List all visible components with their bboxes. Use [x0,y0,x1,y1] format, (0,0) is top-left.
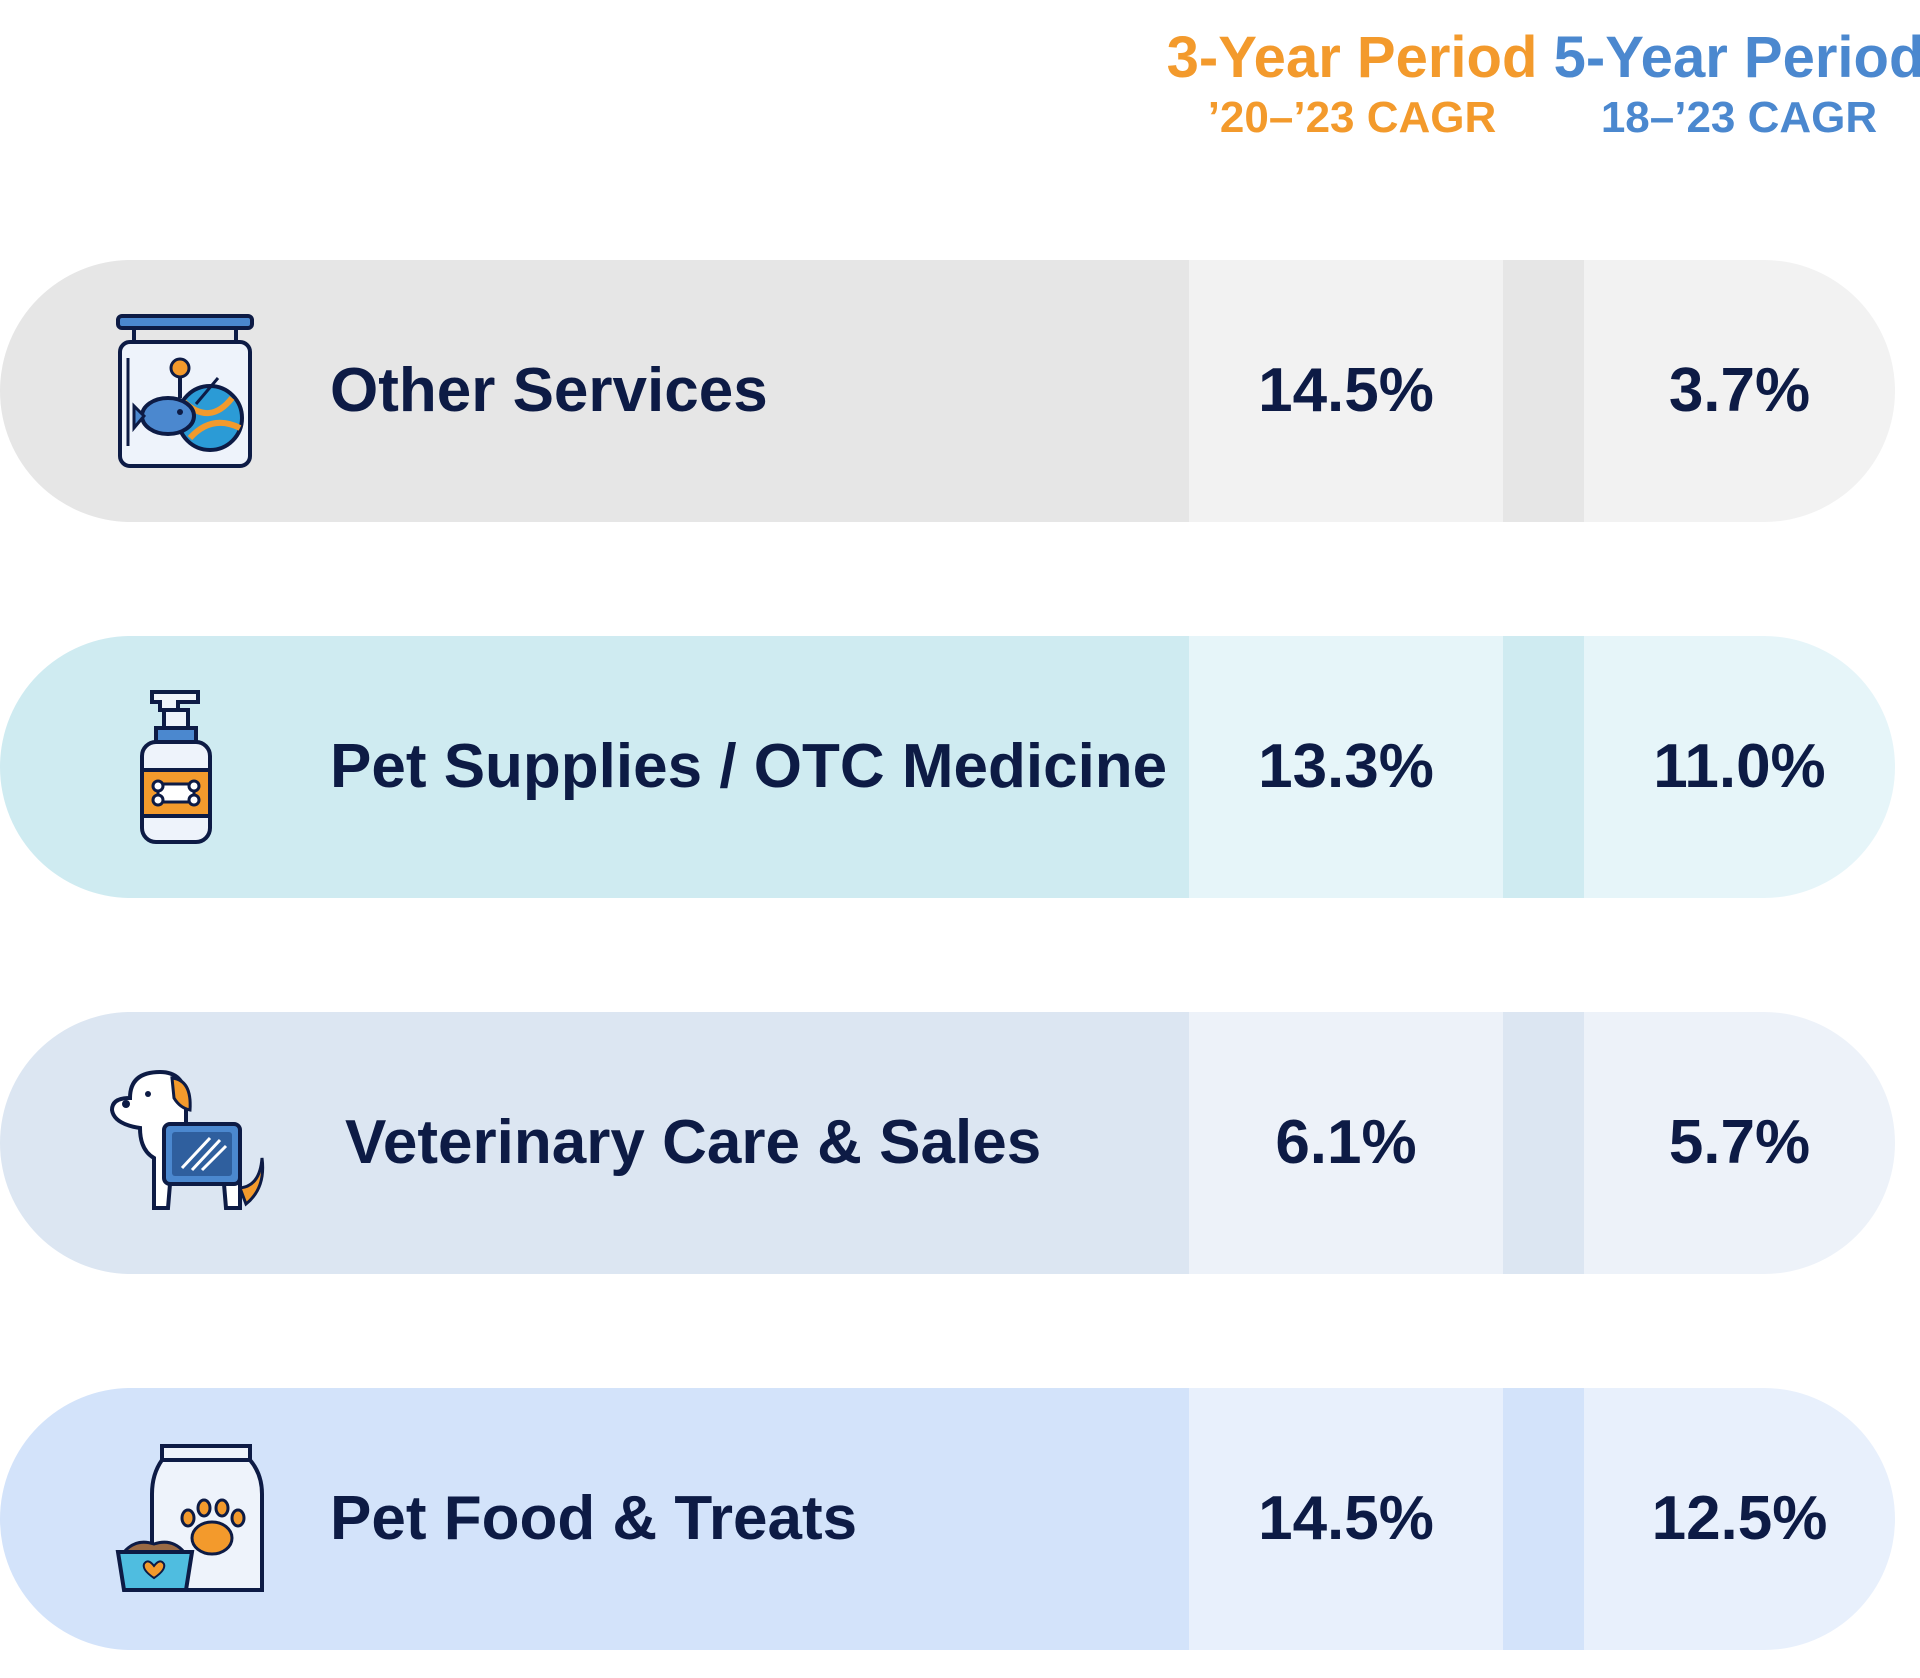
shampoo-bottle-icon [140,690,212,844]
value-5-year: 11.0% [1653,732,1826,801]
dog-xray-icon [109,1069,265,1210]
pet-food-bag-icon [115,1444,264,1592]
table-row: Veterinary Care & Sales 6.1% 5.7% [0,1012,1895,1274]
row-label: Veterinary Care & Sales [345,1108,1042,1177]
value-5-year: 12.5% [1651,1484,1828,1553]
col-title-5-year: 5-Year Period [1553,25,1920,90]
col-subtitle-3-year: ’20–’23 CAGR [1207,93,1497,142]
col-subtitle-5-year: 18–’23 CAGR [1600,93,1878,142]
pet-toy-sign-icon [116,314,254,468]
value-5-year: 3.7% [1668,356,1811,425]
value-3-year: 13.3% [1258,732,1434,801]
value-3-year: 6.1% [1275,1108,1417,1177]
row-label: Pet Supplies / OTC Medicine [330,732,1168,801]
col-header-3-year: 3-Year Period ’20–’23 CAGR [1152,26,1552,146]
col-header-5-year: 5-Year Period 18–’23 CAGR [1539,26,1920,146]
table-row: Pet Supplies / OTC Medicine 13.3% 11.0% [0,636,1895,898]
value-3-year: 14.5% [1258,356,1434,425]
row-label: Pet Food & Treats [330,1484,858,1553]
value-3-year: 14.5% [1258,1484,1434,1553]
col-title-3-year: 3-Year Period [1166,25,1538,90]
table-row: Other Services 14.5% 3.7% [0,260,1895,522]
value-5-year: 5.7% [1668,1108,1811,1177]
row-label: Other Services [330,356,768,425]
table-row: Pet Food & Treats 14.5% 12.5% [0,1388,1895,1650]
